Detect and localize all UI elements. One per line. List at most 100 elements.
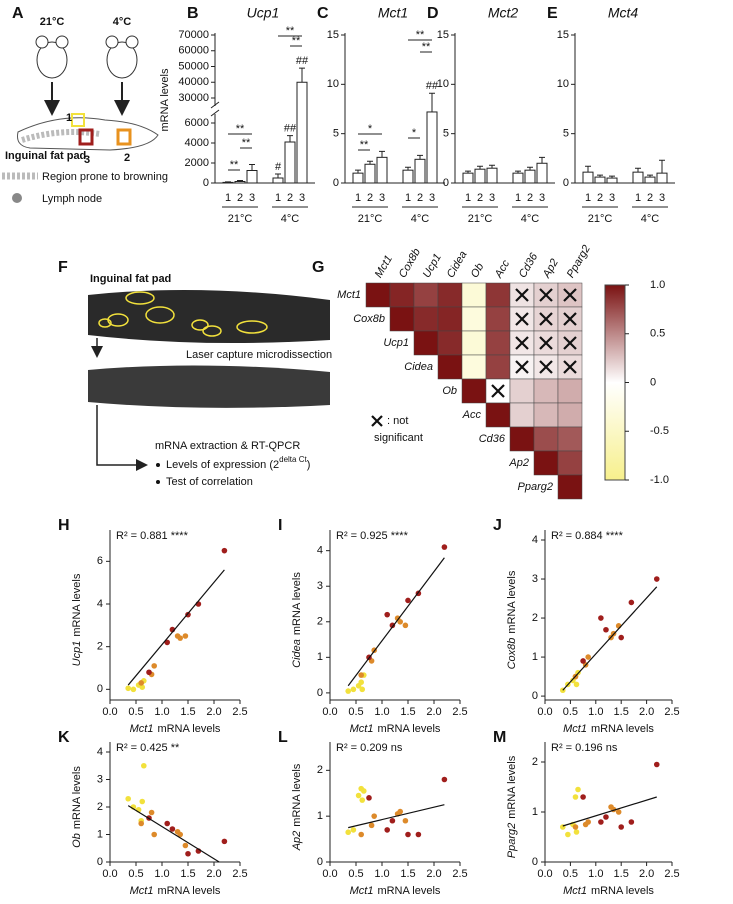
- heat-cell: [485, 354, 511, 380]
- significance-mark: ##: [296, 55, 309, 67]
- point: [130, 686, 137, 693]
- error-bar: [465, 170, 471, 174]
- point: [371, 813, 378, 819]
- point: [628, 819, 635, 825]
- row-label: Cd36: [479, 433, 506, 445]
- x-tick-label: 3: [379, 192, 385, 204]
- x-tick-label: 2.0: [639, 868, 654, 880]
- region-box: [71, 113, 85, 127]
- point: [585, 819, 591, 825]
- y-tick-label: 3: [317, 580, 323, 592]
- bar: [272, 177, 284, 184]
- x-tick-label: 2.5: [664, 706, 679, 718]
- method-label: Test of correlation: [166, 476, 253, 488]
- panel-letter: G: [312, 259, 324, 276]
- region-label: 1: [66, 112, 72, 124]
- x-tick-label: 1: [275, 192, 281, 204]
- y-tick-label: 0: [532, 690, 538, 702]
- error-bar: [275, 173, 281, 178]
- x-tick-label: 2.5: [452, 706, 467, 718]
- gene-name: Mct1: [130, 723, 154, 735]
- heat-cell: [485, 402, 511, 428]
- point: [402, 622, 409, 629]
- y-tick-label: 4: [97, 598, 103, 610]
- y-tick-label: 5: [563, 128, 569, 140]
- x-axis-label: Mct1 mRNA levels: [130, 885, 221, 897]
- x-tick-label: 1.5: [400, 706, 415, 718]
- significance-label: **: [416, 29, 425, 41]
- point: [598, 615, 604, 621]
- point: [221, 547, 228, 554]
- bar: [486, 167, 498, 184]
- point: [653, 576, 660, 582]
- ns-mark: [539, 360, 553, 374]
- ns-mark: [563, 360, 577, 374]
- heat-cell: [413, 306, 439, 332]
- temp-label: 4°C: [113, 16, 132, 28]
- significance-label: *: [368, 123, 373, 135]
- bar: [364, 163, 376, 184]
- point: [580, 794, 586, 800]
- x-tick-label: 0.0: [537, 868, 552, 880]
- r2-label: R² = 0.209 ns: [336, 742, 403, 754]
- column-label: Cd36: [517, 250, 541, 280]
- y-tick-label: 70000: [178, 29, 209, 41]
- row-label: Ucp1: [383, 337, 409, 349]
- gene-name: Mct1: [563, 885, 587, 897]
- ns-label: significant: [374, 432, 423, 444]
- region-label: 2: [124, 152, 130, 164]
- point: [148, 809, 155, 816]
- x-axis-label: Mct1 mRNA levels: [130, 723, 221, 735]
- gene-name: Ap2: [291, 831, 303, 852]
- chart-title: Mct4: [608, 5, 639, 21]
- point: [350, 686, 357, 693]
- point: [585, 654, 591, 660]
- point: [182, 633, 189, 639]
- x-tick-label: 2: [417, 192, 423, 204]
- panel-letter: M: [493, 729, 506, 746]
- error-bar: [417, 154, 423, 160]
- panel-f: F Inguinal fat pad Laser capture microdi…: [58, 259, 332, 488]
- y-tick-label: 4: [97, 746, 103, 758]
- panel-letter: J: [493, 517, 502, 534]
- bar: [462, 172, 474, 184]
- significance-mark: #: [275, 161, 282, 173]
- bullet: [156, 480, 160, 484]
- bar: [512, 172, 524, 184]
- row-label: Acc: [462, 409, 482, 421]
- gene-name: Ob: [71, 833, 83, 848]
- heat-cell: [461, 306, 487, 332]
- x-tick-label: 1.0: [154, 706, 169, 718]
- region-label: 3: [84, 154, 90, 166]
- gene-name: Mct1: [350, 723, 374, 735]
- column-label: Ap2: [540, 257, 561, 281]
- point: [141, 762, 147, 769]
- point: [573, 829, 580, 835]
- y-tick-label: 4000: [185, 137, 209, 149]
- y-tick-label: 60000: [178, 45, 209, 57]
- bar: [524, 169, 536, 184]
- row-label: Ap2: [508, 457, 529, 469]
- x-tick-label: 3: [539, 192, 545, 204]
- point: [169, 826, 176, 832]
- x-tick-label: 3: [609, 192, 615, 204]
- error-bar: [477, 165, 483, 170]
- axis-break: [210, 101, 220, 117]
- bar: [246, 170, 258, 184]
- heat-cell: [557, 450, 583, 476]
- group-label: 21°C: [588, 213, 613, 225]
- x-axis-label: Mct1 mRNA levels: [563, 885, 654, 897]
- r2-label: R² = 0.884 ****: [551, 530, 624, 542]
- x-tick-label: 2.0: [206, 868, 221, 880]
- y-tick-label: 2: [317, 616, 323, 628]
- heat-cell: [533, 426, 559, 452]
- point: [384, 827, 391, 833]
- point: [397, 618, 404, 625]
- text: mRNA levels: [71, 573, 83, 636]
- x-tick-label: 2.5: [232, 868, 247, 880]
- point: [618, 824, 624, 830]
- y-tick-label: 2: [97, 801, 103, 813]
- heat-cell: [461, 354, 487, 380]
- x-tick-label: 0.5: [348, 706, 363, 718]
- x-tick-label: 1.5: [180, 868, 195, 880]
